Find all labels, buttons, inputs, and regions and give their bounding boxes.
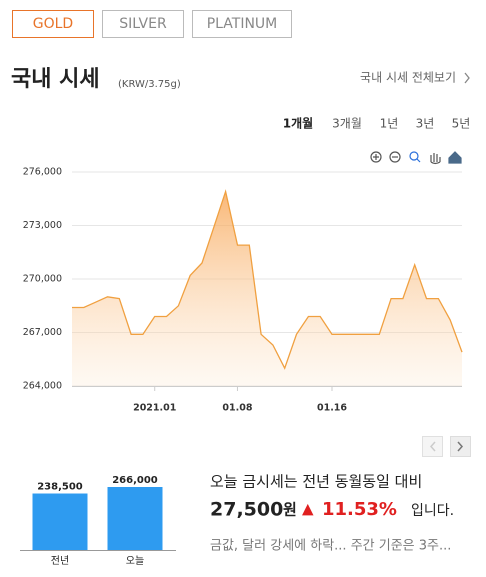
period-option[interactable]: 3개월 (332, 117, 362, 131)
zoom-in-button[interactable] (370, 151, 382, 163)
bar-category-label: 오늘 (126, 555, 144, 567)
view-all-link[interactable]: 국내 시세 전체보기 (360, 71, 456, 85)
change-percent: 11.53% (322, 499, 397, 520)
zoom-out-button[interactable] (389, 151, 401, 163)
tab-label[interactable]: SILVER (119, 16, 167, 32)
x-tick-label: 01.08 (222, 403, 252, 414)
x-tick-label: 2021.01 (133, 403, 176, 414)
price-line (72, 189, 463, 370)
change-amount: 27,500 (210, 499, 283, 521)
tab-label[interactable]: PLATINUM (207, 16, 278, 32)
reset-button[interactable] (448, 151, 462, 164)
prev-button[interactable] (422, 436, 443, 457)
period-option[interactable]: 1개월 (283, 116, 313, 131)
unit: (KRW/3.75g) (118, 79, 181, 90)
summary-suffix: 입니다. (411, 503, 454, 519)
x-tick-label: 01.16 (317, 403, 347, 414)
summary-text: 오늘 금시세는 전년 동월동일 대비 (210, 473, 422, 491)
bar (107, 487, 163, 550)
next-button[interactable] (450, 436, 471, 457)
next-icon[interactable] (457, 441, 464, 452)
pan-button[interactable] (430, 153, 441, 165)
chart-toolbar (370, 151, 462, 165)
bar-value-label: 238,500 (37, 482, 83, 493)
tab-label[interactable]: GOLD (33, 16, 73, 32)
tab-platinum[interactable] (192, 10, 292, 38)
chevron-icon[interactable] (464, 72, 470, 84)
zoom-select-button[interactable] (409, 151, 421, 163)
period-option[interactable]: 5년 (452, 117, 471, 131)
up-arrow: ▲ (302, 500, 314, 518)
y-tick-label: 264,000 (23, 381, 62, 392)
section-title: 국내 시세 (11, 67, 100, 92)
prev-icon[interactable] (429, 441, 436, 452)
period-option[interactable]: 3년 (416, 117, 435, 131)
currency: 원 (283, 501, 297, 519)
tab-silver[interactable] (102, 10, 184, 38)
y-tick-label: 270,000 (23, 274, 62, 285)
bar-value-label: 266,000 (112, 475, 158, 486)
y-tick-label: 276,000 (23, 167, 62, 178)
bar-category-label: 전년 (51, 555, 69, 567)
news-headline[interactable]: 금값, 달러 강세에 하락... 주간 기준은 3주... (210, 539, 451, 554)
y-tick-label: 267,000 (23, 327, 62, 338)
y-tick-label: 273,000 (23, 220, 62, 231)
bar (32, 493, 88, 550)
tab-gold[interactable] (12, 10, 94, 38)
area-fill (72, 191, 462, 386)
period-option[interactable]: 1년 (380, 117, 399, 131)
